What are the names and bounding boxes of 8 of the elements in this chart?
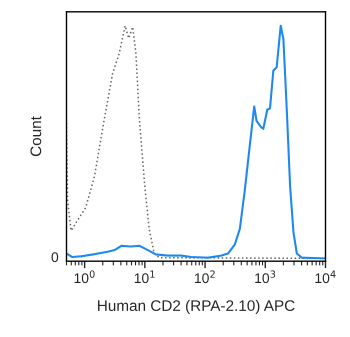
text: 0	[52, 252, 58, 262]
x-tick-label: 10$^{4}$	[315, 270, 336, 284]
x-axis-title: Human CD2 (RPA-2.10) APC	[98, 300, 295, 314]
x-tick-label: 10$^{1}$	[134, 270, 155, 284]
x-tick-label: 10$^{3}$	[255, 270, 276, 284]
x-tick-label: 10$^{2}$	[195, 270, 215, 284]
x-tick-label: 10$^{0}$	[74, 270, 95, 284]
y-axis-title: Count	[30, 116, 42, 156]
